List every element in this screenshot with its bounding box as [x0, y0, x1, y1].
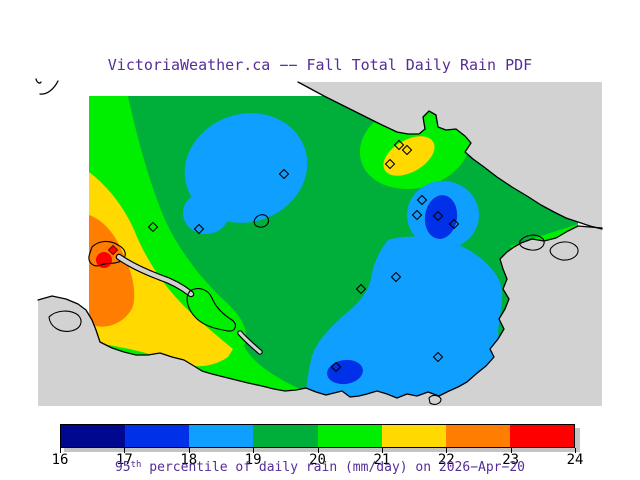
colorbar-tick-label: 19 — [244, 452, 262, 468]
colorbar-segment — [509, 425, 574, 447]
station-marker — [448, 218, 460, 230]
sea-northeast — [298, 82, 602, 229]
station-marker — [393, 139, 405, 151]
colorbar-tick-label: 17 — [115, 452, 133, 468]
colorbar-segment — [189, 425, 254, 447]
victoria-harbour-water — [238, 331, 262, 354]
colorbar-tickmark — [124, 448, 126, 453]
colorbar-segment — [445, 425, 510, 447]
colorbar-segment — [125, 425, 190, 447]
station-marker — [193, 223, 205, 235]
station-marker — [355, 283, 367, 295]
colorbar-tick-label: 16 — [51, 452, 69, 468]
sooke-channel-water — [116, 254, 194, 297]
island-west-white — [48, 310, 82, 332]
colorbar-tick-label: 22 — [437, 452, 455, 468]
contour-band-18-19-southeast — [306, 236, 503, 402]
station-markers — [107, 139, 460, 373]
colorbar-tick-label: 18 — [180, 452, 198, 468]
coastline-south — [37, 225, 603, 399]
colorbar-segment — [61, 425, 126, 447]
colorbar-ticks: 16 17 18 19 20 21 22 23 24 — [52, 448, 583, 468]
caption-text: percentile of daily rain (mm/day) on 202… — [141, 460, 525, 475]
colorbar-segment — [317, 425, 382, 447]
station-marker — [384, 158, 396, 170]
coastline-fragment-northwest — [35, 78, 59, 95]
colorbar-tickmark — [253, 448, 255, 453]
colorbar-segment — [381, 425, 446, 447]
contour-band-21-22-west — [89, 172, 233, 367]
colorbar-tickmark — [381, 448, 383, 453]
colorbar-tick-label: 23 — [502, 452, 520, 468]
islet-south — [428, 394, 442, 405]
colorbar-tick-label: 21 — [373, 452, 391, 468]
station-marker-red — [107, 244, 119, 256]
station-marker — [432, 210, 444, 222]
colorbar-tickmark — [60, 448, 61, 453]
colorbar-tick-label: 20 — [309, 452, 326, 468]
colorbar-tickmark — [510, 448, 512, 453]
sea-south-east — [38, 226, 602, 406]
colorbar-tickmark — [188, 448, 190, 453]
elk-lake-outline — [253, 214, 270, 228]
esquimalt-harbour — [186, 288, 237, 332]
station-marker — [147, 221, 159, 233]
colorbar-tick-label: 24 — [566, 452, 584, 468]
station-marker — [401, 144, 413, 156]
contour-band-17-18-south — [327, 359, 363, 385]
coastline-northeast — [297, 81, 603, 230]
colorbar-tickmark — [575, 448, 576, 453]
map-title: VictoriaWeather.ca −− Fall Total Daily R… — [107, 56, 533, 74]
colorbar-segment — [253, 425, 318, 447]
colorbar-tickmark — [446, 448, 448, 453]
station-marker — [411, 209, 423, 221]
station-marker — [432, 351, 444, 363]
contour-band-18-19-upper-tail — [183, 192, 229, 234]
caption-superscript: th — [130, 460, 142, 470]
island-northeast-2 — [549, 241, 579, 261]
colorbar-caption: 95th percentile of daily rain (mm/day) o… — [0, 460, 640, 475]
caption-percentile: 95 — [114, 460, 131, 475]
station-marker — [390, 271, 402, 283]
colorbar — [60, 424, 575, 448]
contour-band-22-23-west — [89, 215, 135, 327]
colorbar-tickmark — [317, 448, 319, 453]
station-marker — [278, 168, 290, 180]
station-marker — [416, 194, 428, 206]
island-northeast-1 — [519, 234, 545, 251]
station-marker — [330, 361, 342, 373]
